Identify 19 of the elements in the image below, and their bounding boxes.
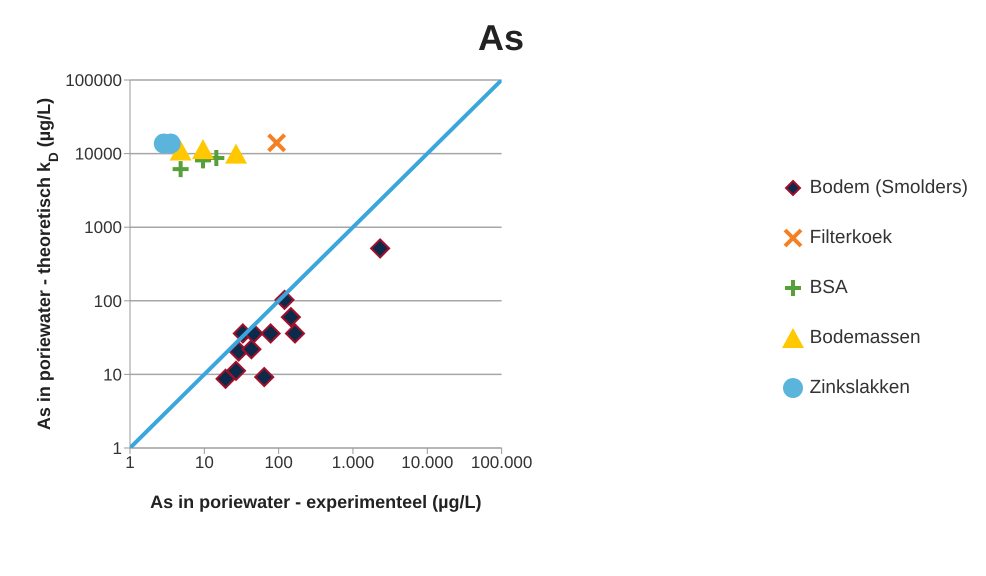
y-tick-label: 1 [112,439,122,458]
legend-label: BSA [810,277,848,299]
x-tick-label: 100 [264,453,293,472]
legend-label: Bodem (Smolders) [810,177,968,199]
x-tick-label: 1.000 [332,453,374,472]
y-tick-label: 10 [103,365,122,384]
x-axis-title: As in poriewater - experimenteel (µg/L) [150,492,482,512]
y-tick-label: 100000 [65,71,122,90]
legend-label: Zinkslakken [810,377,910,399]
legend-label: Bodemassen [810,327,921,349]
y-tick-label: 10000 [74,144,122,164]
x-tick-label: 1 [125,453,135,472]
chart-title: As [478,17,524,58]
x-tick-label: 10 [194,453,214,472]
x-tick-label: 10.000 [401,453,454,472]
y-tick-label: 1000 [84,218,122,238]
y-tick-label: 100 [94,292,122,311]
legend-label: Filterkoek [810,227,892,249]
x-tick-label: 100.000 [470,453,532,472]
